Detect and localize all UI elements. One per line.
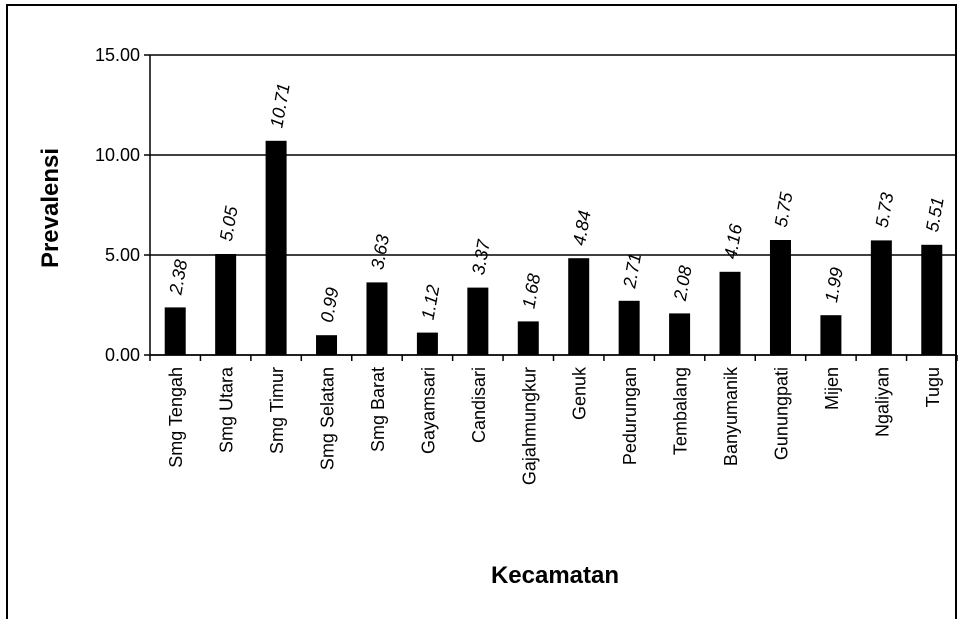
bar (870, 240, 892, 355)
data-label: 5.05 (216, 204, 242, 243)
bar (316, 335, 338, 355)
bar (769, 240, 791, 355)
data-label: 10.71 (266, 82, 294, 130)
category-labels: Smg Tengah Smg Utara Smg Timur Smg Selatan S… (166, 366, 943, 485)
x-axis-title: Kecamatan (491, 562, 619, 589)
data-label: 1.68 (519, 272, 545, 310)
bar (265, 140, 287, 355)
bar (215, 254, 237, 355)
data-label: 4.84 (569, 209, 595, 247)
category-label: Mijen (822, 367, 842, 410)
data-label: 5.51 (922, 196, 948, 234)
category-label: Pedurungan (620, 367, 640, 465)
category-label: Gunungpati (771, 367, 791, 460)
bar (719, 271, 741, 355)
category-label: Genuk (570, 366, 590, 420)
bar (366, 282, 388, 355)
chart-frame (6, 4, 957, 619)
bar (517, 321, 539, 355)
bar (669, 313, 691, 355)
category-label: Smg Utara (217, 366, 237, 453)
bar (568, 258, 590, 355)
category-label: Gajahmungkur (519, 367, 539, 485)
data-label: 2.38 (165, 258, 191, 297)
data-label: 0.99 (317, 286, 343, 324)
y-tick-label: 15.00 (95, 45, 140, 65)
y-axis-title: Prevalensi (37, 148, 64, 268)
category-label: Candisari (469, 367, 489, 443)
data-label: 3.37 (468, 237, 494, 276)
data-labels: 2.38 5.05 10.71 0.99 3.63 1.12 3.37 1.68 4.84 2.7… (165, 82, 948, 324)
category-label: Gayamsari (418, 367, 438, 454)
category-label: Banyumanik (721, 366, 741, 466)
data-label: 2.08 (670, 264, 696, 303)
category-label: Ngaliyan (872, 367, 892, 437)
y-tick-label: 5.00 (105, 245, 140, 265)
data-label: 5.73 (872, 191, 898, 229)
category-label: Smg Tengah (166, 367, 186, 468)
y-tick-label: 10.00 (95, 145, 140, 165)
bar (164, 307, 186, 355)
category-label: Tugu (923, 367, 943, 407)
y-tick-labels: 0.00 5.00 10.00 15.00 (95, 45, 140, 365)
category-label: Smg Selatan (318, 367, 338, 470)
category-label: Smg Barat (368, 367, 388, 452)
data-label: 1.99 (821, 266, 847, 304)
y-tick-label: 0.00 (105, 345, 140, 365)
category-label: Smg Timur (267, 367, 287, 454)
category-label: Tembalang (671, 367, 691, 455)
axes (144, 54, 958, 361)
bar (618, 300, 640, 355)
bars (164, 140, 943, 355)
bar (820, 315, 842, 355)
data-label: 3.63 (367, 233, 393, 271)
bar (416, 332, 438, 355)
data-label: 5.75 (771, 190, 797, 229)
bar (921, 244, 943, 355)
data-label: 2.71 (619, 252, 645, 291)
data-label: 1.12 (418, 283, 444, 321)
bar (467, 287, 489, 355)
